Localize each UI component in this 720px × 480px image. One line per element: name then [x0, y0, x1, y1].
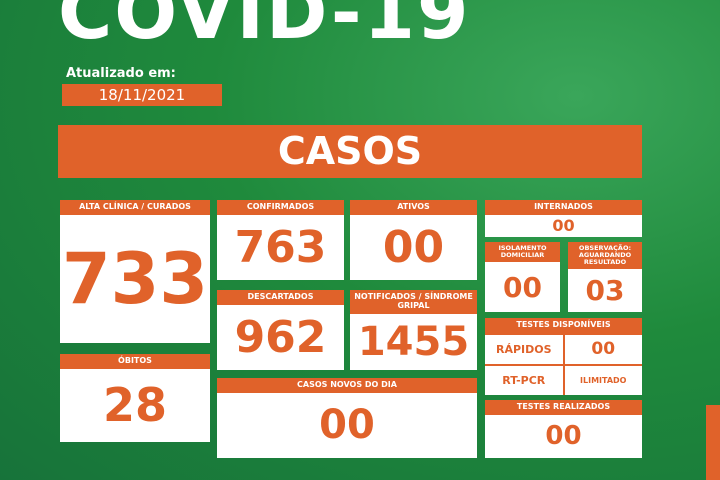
card-value: 00 [545, 421, 582, 452]
cell: RÁPIDOS [485, 334, 565, 364]
card-label: ÓBITOS [60, 354, 210, 369]
card-label: TESTES REALIZADOS [485, 400, 642, 415]
card-label: TESTES DISPONÍVEIS [485, 318, 642, 333]
stat-card: TESTES REALIZADOS 00 [485, 400, 642, 458]
card-label: NOTIFICADOS / SÍNDROME GRIPAL [350, 290, 477, 314]
table-row: RÁPIDOS 00 [485, 332, 642, 364]
card-label: INTERNADOS [485, 200, 642, 215]
card-value: 00 [382, 221, 445, 273]
stat-card: ALTA CLÍNICA / CURADOS 733 [60, 200, 210, 343]
stat-card: ISOLAMENTO DOMICILIAR 00 [485, 242, 560, 312]
card-value: 28 [102, 378, 167, 433]
cell: 00 [591, 339, 616, 360]
stat-card: NOTIFICADOS / SÍNDROME GRIPAL 1455 [350, 290, 477, 370]
card-label: ALTA CLÍNICA / CURADOS [60, 200, 210, 215]
card-label: DESCARTADOS [217, 290, 344, 305]
table-row: RT-PCR ILIMITADO [485, 363, 642, 396]
card-value: 962 [234, 311, 327, 363]
card-label: OBSERVAÇÃO: AGUARDANDO RESULTADO [568, 242, 642, 270]
card-value: 1455 [357, 318, 470, 365]
card-value: 03 [585, 274, 625, 308]
stat-card: OBSERVAÇÃO: AGUARDANDO RESULTADO 03 [568, 242, 642, 312]
updated-date: 18/11/2021 [62, 84, 222, 106]
stat-card: INTERNADOS 00 [485, 200, 642, 237]
card-label: ATIVOS [350, 200, 477, 215]
cell: ILIMITADO [580, 375, 627, 385]
stat-card: ATIVOS 00 [350, 200, 477, 280]
card-value: 763 [234, 221, 327, 273]
stat-card: CASOS NOVOS DO DIA 00 [217, 378, 477, 458]
updated-label: Atualizado em: [66, 66, 176, 81]
tests-available: TESTES DISPONÍVEIS RÁPIDOS 00 RT-PCR ILI… [485, 318, 642, 396]
card-value: 733 [61, 237, 209, 320]
card-value: 00 [503, 270, 542, 304]
stat-card: ÓBITOS 28 [60, 354, 210, 442]
banner: CASOS [58, 125, 642, 178]
card-value: 00 [319, 402, 375, 449]
card-value: 00 [552, 216, 575, 236]
card-label: CASOS NOVOS DO DIA [217, 378, 477, 393]
decor-strip [706, 405, 720, 480]
cell: RT-PCR [485, 365, 565, 396]
card-label: CONFIRMADOS [217, 200, 344, 215]
stat-card: DESCARTADOS 962 [217, 290, 344, 370]
stat-card: CONFIRMADOS 763 [217, 200, 344, 280]
card-label: ISOLAMENTO DOMICILIAR [485, 242, 560, 263]
title: COVID-19 [58, 0, 471, 56]
